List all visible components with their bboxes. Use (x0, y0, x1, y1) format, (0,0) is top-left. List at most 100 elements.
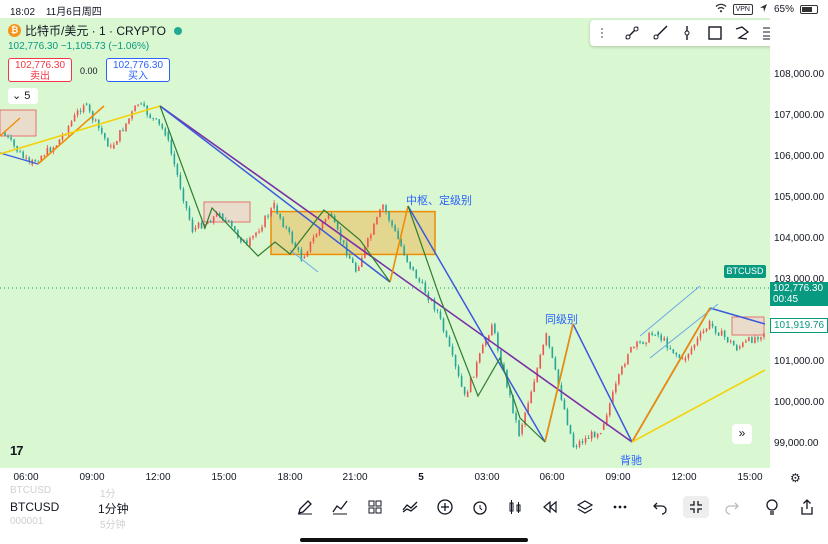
candle-body (763, 333, 765, 338)
candle-body (717, 332, 720, 336)
candle-body (696, 338, 699, 345)
candle-body (751, 337, 753, 343)
candle-body (494, 323, 496, 334)
channel-line (289, 249, 319, 273)
buy-price: 102,776.30 (112, 60, 164, 71)
trend-drawings (0, 105, 766, 443)
candle-body (303, 256, 306, 259)
candle-body (433, 299, 436, 310)
time-tick-day: 5 (418, 472, 424, 483)
time-tick: 15:00 (211, 472, 237, 483)
candle-body (442, 318, 445, 332)
divergence-label: 背驰 (620, 455, 642, 467)
candle-body (279, 213, 281, 218)
buy-button[interactable]: 102,776.30 买入 (106, 58, 170, 82)
indicators-icon[interactable] (327, 496, 353, 518)
compare-icon[interactable] (397, 496, 423, 518)
status-bar: 18:02 11月6日周四 VPN 65% (0, 0, 828, 18)
candle-body (503, 364, 505, 371)
candle-body (128, 118, 130, 124)
candle-body (424, 282, 427, 294)
candle-body (107, 138, 109, 147)
candle-body (206, 221, 209, 225)
templates-icon[interactable] (362, 496, 388, 518)
candle-body (699, 332, 702, 339)
candle-body (645, 342, 647, 344)
ideas-icon[interactable] (759, 496, 785, 518)
candle-body (488, 335, 490, 341)
wifi-icon (715, 3, 727, 16)
candle-body (361, 257, 363, 268)
candle-body (497, 333, 499, 351)
candle-body (13, 139, 15, 146)
candle-body (79, 110, 82, 112)
candle-body (527, 403, 529, 413)
hub-box-main (270, 210, 436, 256)
candle-body (548, 335, 551, 347)
interval-selector[interactable]: 1分钟 (98, 502, 129, 516)
candle-type-icon[interactable] (502, 496, 528, 518)
more-icon[interactable] (607, 496, 633, 518)
candle-body (285, 226, 288, 228)
candle-body (61, 134, 64, 140)
share-icon[interactable] (794, 496, 820, 518)
candle-body (518, 420, 520, 436)
candle-body (10, 137, 12, 140)
price-chart[interactable] (0, 18, 770, 468)
symbol-selector[interactable]: BTCUSD (10, 500, 60, 514)
rectangle-icon[interactable] (704, 23, 726, 43)
scroll-to-realtime-button[interactable]: » (732, 424, 752, 444)
replay-icon[interactable] (537, 496, 563, 518)
undo-icon[interactable] (647, 496, 673, 518)
candle-body (630, 347, 632, 353)
grip-icon[interactable] (594, 23, 616, 43)
bottom-toolbar: BTCUSD 1分 BTCUSD 1分钟 000001 5分钟 (0, 485, 828, 544)
candle-body (729, 341, 732, 343)
candle-body (748, 337, 750, 341)
candle-body (533, 381, 535, 392)
candle-body (421, 281, 424, 283)
collapse-indicators-button[interactable]: ⌄ 5 (8, 88, 38, 104)
time-tick: 03:00 (474, 472, 500, 483)
stroke-line-blue (0, 152, 39, 165)
candle-body (179, 174, 182, 189)
ray-line-icon[interactable] (649, 23, 671, 43)
price-tick: 104,000.00 (774, 233, 825, 244)
alert-icon[interactable] (467, 496, 493, 518)
redo-icon[interactable] (719, 496, 745, 518)
candle-body (675, 352, 678, 355)
chevron-down-icon: ⌄ (12, 90, 22, 102)
price-axis[interactable]: 108,000.00 107,000.00 106,000.00 105,000… (770, 18, 828, 468)
time-axis[interactable]: 06:00 09:00 12:00 15:00 18:00 21:00 5 03… (0, 468, 828, 488)
candle-body (633, 346, 635, 348)
candle-body (94, 119, 97, 121)
compact-icon[interactable] (683, 496, 709, 518)
candle-body (651, 332, 653, 335)
layers-icon[interactable] (572, 496, 598, 518)
hub-label: 中枢、定级别 (406, 195, 472, 207)
sell-button[interactable]: 102,776.30 卖出 (8, 58, 72, 82)
candle-body (367, 238, 369, 247)
candle-body (678, 354, 681, 358)
add-icon[interactable] (432, 496, 458, 518)
candle-body (554, 357, 557, 370)
candle-body (312, 237, 315, 242)
symbol-title[interactable]: 比特币/美元 · 1 · CRYPTO (25, 24, 166, 38)
candle-body (512, 395, 514, 413)
time-tick: 06:00 (539, 472, 565, 483)
ghost-code: 000001 (10, 516, 44, 527)
candle-body (173, 153, 176, 165)
pencil-icon[interactable] (292, 496, 318, 518)
candle-body (400, 239, 402, 247)
candle-body (324, 219, 327, 223)
chart-area[interactable] (0, 18, 770, 468)
stroke-line-blue (709, 307, 766, 325)
candle-body (149, 114, 151, 118)
path-icon[interactable] (732, 23, 754, 43)
chart-settings-icon[interactable]: ⚙ (790, 471, 801, 485)
candle-body (200, 222, 203, 229)
vertical-line-icon[interactable] (677, 23, 699, 43)
candle-body (409, 261, 412, 269)
candle-body (566, 409, 569, 425)
trend-line-icon[interactable] (622, 23, 644, 43)
